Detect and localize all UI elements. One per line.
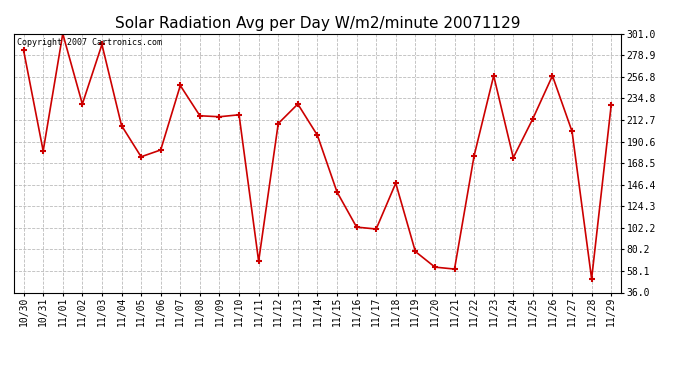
Text: Copyright 2007 Cartronics.com: Copyright 2007 Cartronics.com [17,38,162,46]
Title: Solar Radiation Avg per Day W/m2/minute 20071129: Solar Radiation Avg per Day W/m2/minute … [115,16,520,31]
